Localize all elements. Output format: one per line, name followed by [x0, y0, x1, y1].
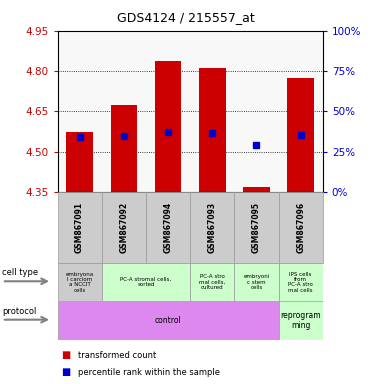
- Text: ■: ■: [61, 367, 70, 377]
- Text: GSM867093: GSM867093: [208, 202, 217, 253]
- Text: PC-A stromal cells,
sorted: PC-A stromal cells, sorted: [120, 277, 171, 288]
- Text: GSM867095: GSM867095: [252, 202, 261, 253]
- Text: ■: ■: [61, 350, 70, 360]
- Bar: [190, 192, 234, 263]
- Text: cell type: cell type: [2, 268, 38, 277]
- Text: control: control: [155, 316, 181, 325]
- Text: reprogram
ming: reprogram ming: [280, 311, 321, 330]
- Text: GDS4124 / 215557_at: GDS4124 / 215557_at: [116, 12, 255, 25]
- Text: GSM867092: GSM867092: [119, 202, 128, 253]
- Text: GSM867096: GSM867096: [296, 202, 305, 253]
- Bar: [155, 61, 181, 192]
- Bar: [58, 192, 102, 263]
- Bar: [234, 192, 279, 263]
- Bar: [102, 263, 190, 301]
- Bar: [190, 263, 234, 301]
- Text: GSM867091: GSM867091: [75, 202, 84, 253]
- Bar: [243, 187, 270, 192]
- Bar: [102, 192, 146, 263]
- Bar: [279, 301, 323, 340]
- Bar: [58, 263, 102, 301]
- Text: embryona
l carciom
a NCCIT
cells: embryona l carciom a NCCIT cells: [66, 271, 94, 293]
- Bar: [58, 301, 279, 340]
- Bar: [146, 192, 190, 263]
- Bar: [199, 68, 226, 192]
- Bar: [234, 263, 279, 301]
- Text: embryoni
c stem
cells: embryoni c stem cells: [243, 274, 270, 290]
- Bar: [66, 131, 93, 192]
- Text: IPS cells
from
PC-A stro
mal cells: IPS cells from PC-A stro mal cells: [288, 271, 313, 293]
- Bar: [279, 263, 323, 301]
- Text: transformed count: transformed count: [78, 351, 156, 360]
- Bar: [288, 78, 314, 192]
- Text: PC-A stro
mal cells,
cultured: PC-A stro mal cells, cultured: [199, 274, 225, 290]
- Bar: [279, 192, 323, 263]
- Text: protocol: protocol: [2, 306, 36, 316]
- Bar: [111, 106, 137, 192]
- Text: GSM867094: GSM867094: [164, 202, 173, 253]
- Text: percentile rank within the sample: percentile rank within the sample: [78, 368, 220, 377]
